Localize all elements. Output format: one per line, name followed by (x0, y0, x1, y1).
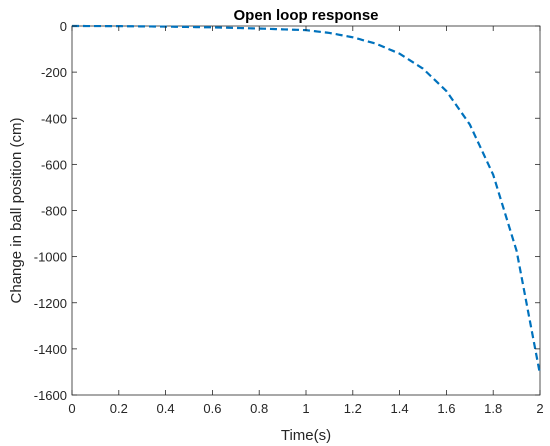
x-tick-label: 0.6 (203, 401, 221, 416)
y-axis: 0 -200 -400 -600 -800 -1000 -1200 -1400 -1600 (34, 19, 540, 403)
y-tick-label: -1400 (34, 342, 67, 357)
x-tick-label: 1.8 (484, 401, 502, 416)
x-tick-label: 0.8 (250, 401, 268, 416)
y-tick-label: 0 (60, 19, 67, 34)
x-tick-label: 1 (302, 401, 309, 416)
x-tick-label: 0 (68, 401, 75, 416)
chart-title: Open loop response (233, 7, 378, 24)
x-tick-label: 0.4 (157, 401, 175, 416)
y-tick-label: -600 (41, 157, 67, 172)
x-axis: 0 0.2 0.4 0.6 0.8 1 1.2 1.4 1.6 1.8 2 (68, 26, 544, 416)
plot-area (71, 25, 541, 396)
x-tick-label: 0.2 (110, 401, 128, 416)
y-tick-label: -1200 (34, 296, 67, 311)
x-tick-label: 2 (536, 401, 543, 416)
y-tick-label: -1000 (34, 250, 67, 265)
y-tick-label: -800 (41, 204, 67, 219)
x-tick-label: 1.4 (391, 401, 409, 416)
x-tick-label: 1.6 (437, 401, 455, 416)
y-axis-label: Change in ball position (cm) (8, 118, 25, 304)
x-axis-label: Time(s) (281, 427, 331, 444)
y-tick-label: -400 (41, 111, 67, 126)
y-tick-label: -200 (41, 65, 67, 80)
y-tick-label: -1600 (34, 388, 67, 403)
x-tick-label: 1.2 (344, 401, 362, 416)
